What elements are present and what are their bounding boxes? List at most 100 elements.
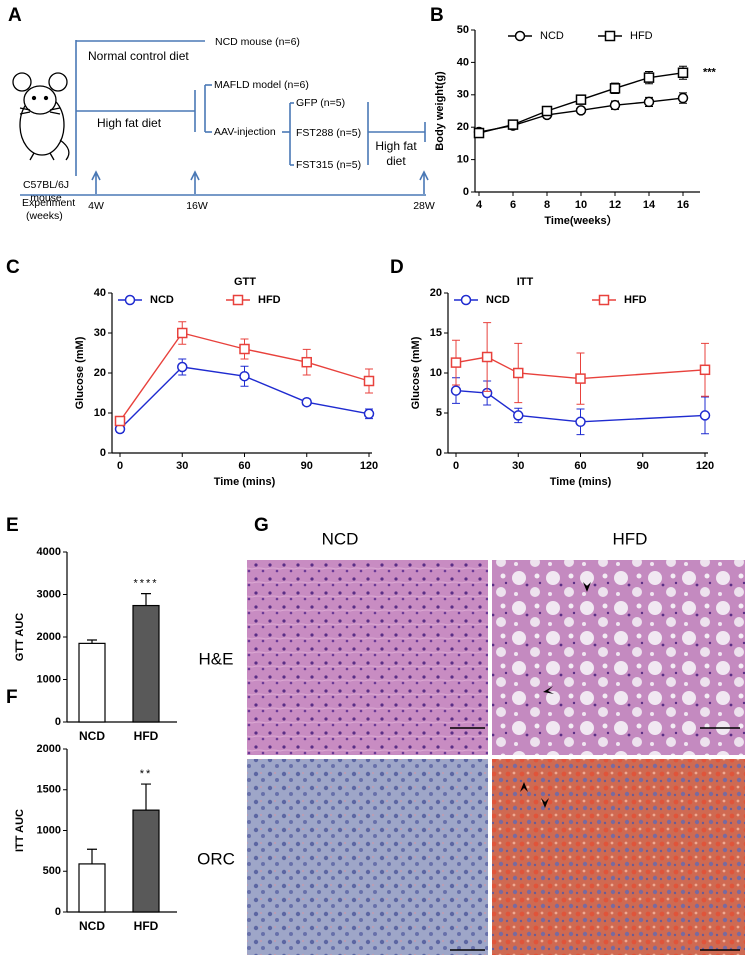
y-tick-label: 20 (94, 367, 106, 379)
diagram-text: 28W (413, 200, 435, 212)
diagram-text: MAFLD model (n=6) (214, 79, 309, 91)
x-tick-label: 10 (575, 199, 587, 211)
x-tick-label: 14 (643, 199, 656, 211)
diagram-text: FST315 (n=5) (296, 159, 361, 171)
row-label: H&E (199, 649, 234, 668)
x-tick-label: 0 (117, 460, 123, 472)
column-label: NCD (322, 529, 359, 548)
diagram-text: 16W (186, 200, 208, 212)
micrograph (492, 759, 745, 955)
y-tick-label: 15 (430, 327, 442, 339)
x-tick-label: 90 (301, 460, 313, 472)
x-tick-label: NCD (79, 729, 105, 743)
mouse-icon (12, 72, 70, 161)
marker (575, 105, 587, 116)
x-tick-label: 60 (238, 460, 250, 472)
legend-marker (598, 294, 610, 306)
y-tick-label: 40 (94, 287, 106, 299)
y-tick-label: 10 (430, 367, 442, 379)
panel-label: D (390, 257, 404, 278)
diagram-text: C57BL/6J (23, 179, 69, 191)
panel-label: G (254, 515, 269, 536)
error-bar (141, 593, 151, 606)
marker (177, 361, 188, 373)
marker (609, 83, 621, 94)
y-axis-label: Glucose (mM) (74, 336, 86, 409)
micrograph (247, 560, 488, 755)
marker (481, 351, 493, 363)
marker (473, 127, 485, 139)
marker (363, 375, 375, 387)
x-tick-label: 16 (677, 199, 689, 211)
marker (301, 356, 312, 368)
y-tick-label: 1000 (37, 824, 61, 836)
chart-title: GTT (234, 276, 256, 288)
column-label: HFD (613, 529, 648, 548)
marker (541, 105, 553, 117)
scale-bars (450, 727, 740, 951)
y-tick-label: 1500 (37, 784, 61, 796)
arrowheads (520, 582, 591, 808)
marker (114, 415, 126, 427)
x-axis-label: Time (mins) (214, 476, 276, 488)
y-axis-label: Body weight(g) (434, 71, 446, 151)
marker (609, 99, 621, 111)
x-tick-label: HFD (134, 919, 159, 933)
error-bar (87, 848, 97, 864)
diagram-text: NCD mouse (n=6) (215, 36, 300, 48)
panel-label: E (6, 515, 19, 536)
annotation: **** (133, 578, 158, 590)
bar (132, 604, 160, 723)
marker (513, 367, 524, 379)
marker (677, 67, 689, 79)
y-tick-label: 10 (457, 154, 469, 166)
y-tick-label: 500 (43, 865, 61, 877)
y-tick-label: 5 (436, 407, 442, 419)
annotation: ** (140, 768, 153, 780)
marker (575, 373, 586, 384)
marker (699, 364, 711, 376)
marker (450, 385, 462, 396)
marker (177, 327, 188, 339)
diagram-text: Experiment (22, 197, 75, 209)
y-tick-label: 30 (94, 327, 106, 339)
x-tick-label: 90 (637, 460, 649, 472)
error-bar (141, 783, 151, 811)
panel-label: F (6, 687, 18, 708)
marker (575, 94, 587, 105)
marker (239, 370, 250, 382)
panel-label: C (6, 257, 20, 278)
x-tick-label: 0 (453, 460, 459, 472)
bar (132, 809, 160, 913)
y-tick-label: 10 (94, 407, 106, 419)
marker (513, 410, 524, 421)
diagram-text: Normal control diet (88, 49, 189, 63)
y-tick-label: 3000 (37, 588, 61, 600)
legend-marker (514, 30, 526, 42)
micrograph (247, 759, 488, 955)
diagram-text: GFP (n=5) (296, 97, 345, 109)
marker (301, 396, 312, 408)
y-tick-label: 1000 (37, 673, 61, 685)
marker (239, 343, 250, 355)
diagram-text: High fat diet (97, 116, 162, 130)
marker (450, 357, 462, 368)
marker (507, 119, 519, 130)
x-tick-label: 8 (544, 199, 550, 211)
y-tick-label: 50 (457, 24, 469, 36)
y-tick-label: 30 (457, 89, 469, 101)
annotation: *** (703, 67, 717, 79)
legend-marker (124, 294, 136, 306)
row-label: ORC (197, 849, 235, 868)
y-axis-label: ITT AUC (14, 809, 26, 852)
legend-marker (460, 294, 472, 306)
legend-label: NCD (150, 294, 174, 306)
micrograph (492, 560, 745, 755)
y-tick-label: 0 (55, 716, 61, 728)
diagram-lines (20, 40, 429, 196)
panel-label: A (8, 5, 22, 26)
y-tick-label: 40 (457, 56, 469, 68)
y-tick-label: 0 (436, 447, 442, 459)
x-tick-label: 60 (574, 460, 586, 472)
